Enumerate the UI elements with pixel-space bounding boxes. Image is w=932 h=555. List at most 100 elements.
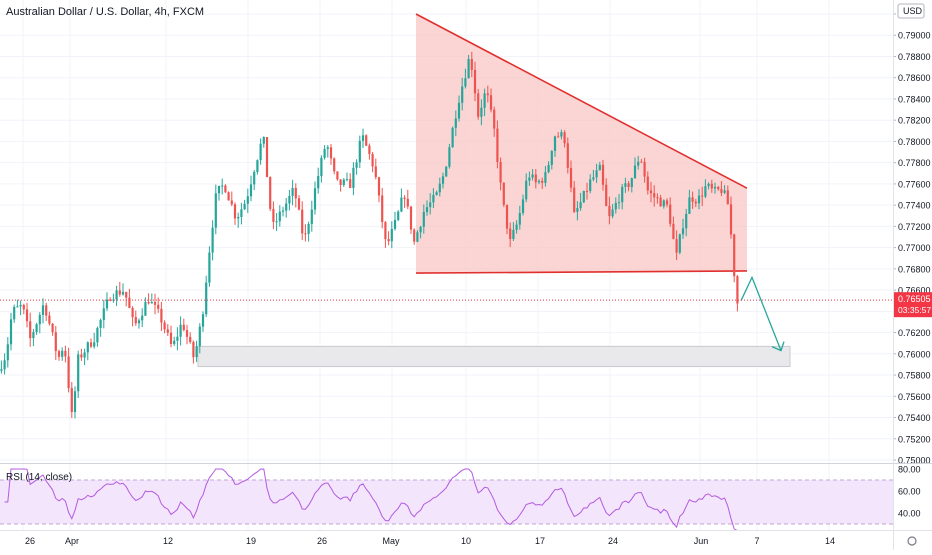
candle-body xyxy=(416,232,419,242)
rsi-tick-label: 80.00 xyxy=(898,465,921,475)
descending-triangle xyxy=(416,14,747,274)
candle-body xyxy=(451,127,454,148)
candle-body xyxy=(710,183,713,189)
pane-separator[interactable] xyxy=(0,463,932,464)
candle-body xyxy=(550,150,553,165)
last-price-badge xyxy=(894,292,932,318)
candle-body xyxy=(189,336,192,342)
candle-body xyxy=(38,314,41,325)
price-tick-label: 0.75000 xyxy=(898,456,931,466)
candle-body xyxy=(230,200,233,205)
triangle-upper-line xyxy=(415,13,748,189)
candle-body xyxy=(201,314,205,327)
candle-body xyxy=(323,148,326,158)
price-tick-label: 0.78400 xyxy=(898,94,931,104)
candle-body xyxy=(64,350,67,357)
candle-body xyxy=(275,221,278,223)
candle-body xyxy=(208,252,211,283)
last-price-label: 0.76505 xyxy=(898,294,931,304)
candle-body xyxy=(681,228,685,235)
candle-body xyxy=(342,179,345,185)
time-tick-label: 24 xyxy=(608,536,618,546)
candle-body xyxy=(333,158,336,172)
candle-body xyxy=(160,308,163,323)
candle-body xyxy=(16,306,19,308)
candle-body xyxy=(387,239,390,242)
candle-body xyxy=(736,276,739,304)
price-tick-label: 0.78800 xyxy=(898,52,931,62)
candle-body xyxy=(489,95,493,110)
candle-body xyxy=(173,340,176,345)
time-tick-label: May xyxy=(382,536,400,546)
candle-body xyxy=(371,154,374,167)
candle-body xyxy=(573,187,576,212)
price-tick-label: 0.79000 xyxy=(898,31,931,41)
candle-body xyxy=(688,197,691,214)
candle-body xyxy=(432,194,435,203)
candle-body xyxy=(505,204,509,229)
candle-body xyxy=(528,177,531,181)
candle-body xyxy=(454,118,457,128)
candle-body xyxy=(262,137,265,144)
candle-body xyxy=(406,198,409,207)
candle-body xyxy=(560,132,563,137)
time-axis-separator xyxy=(0,530,932,531)
candle-body xyxy=(96,327,99,343)
candle-body xyxy=(192,341,195,358)
time-axis: 26 Apr 12 19 26 May 10 17 24 Jun 7 14 xyxy=(25,536,917,546)
candles xyxy=(0,51,739,419)
price-tick-label: 0.76600 xyxy=(898,286,931,296)
candle-body xyxy=(537,180,541,183)
price-axis: 0.79000 0.78800 0.78600 0.78400 0.78200 0.780… xyxy=(893,3,932,466)
candle-body xyxy=(48,315,51,324)
candle-body xyxy=(310,209,313,225)
candle-body xyxy=(694,201,697,204)
candle-body xyxy=(150,302,153,304)
candle-body xyxy=(621,186,624,203)
candle-body xyxy=(163,322,166,330)
candle-body xyxy=(115,290,118,300)
time-tick-label: 7 xyxy=(754,536,759,546)
candle-body xyxy=(541,180,544,183)
candle-body xyxy=(285,203,288,211)
candle-body xyxy=(445,166,448,177)
currency-badge xyxy=(897,3,925,19)
price-tick-label: 0.77800 xyxy=(898,158,931,168)
candle-body xyxy=(217,185,221,194)
candle-body xyxy=(41,305,45,315)
candle-body xyxy=(729,204,733,235)
currency-label: USD xyxy=(903,6,923,16)
candle-body xyxy=(720,189,723,193)
candle-body xyxy=(467,59,470,79)
candle-body xyxy=(45,305,48,316)
candle-body xyxy=(182,324,185,331)
candle-body xyxy=(685,213,688,229)
candle-body xyxy=(301,209,304,234)
candle-body xyxy=(627,183,630,188)
candle-body xyxy=(544,172,547,183)
candle-body xyxy=(317,176,320,189)
candle-body xyxy=(425,207,429,213)
candle-body xyxy=(496,128,499,162)
candle-body xyxy=(233,204,237,219)
candle-body xyxy=(601,164,605,185)
candle-body xyxy=(336,171,339,180)
candle-body xyxy=(413,229,416,242)
candle-body xyxy=(579,202,582,209)
candle-body xyxy=(153,302,157,305)
candle-body xyxy=(22,304,25,310)
candle-body xyxy=(707,183,710,187)
candle-body xyxy=(457,102,461,119)
candle-body xyxy=(141,315,144,321)
price-tick-label: 0.77600 xyxy=(898,179,931,189)
time-tick-label: 10 xyxy=(461,536,471,546)
rsi-pane: 80.00 60.00 40.00 xyxy=(0,465,921,532)
candle-body xyxy=(435,192,438,195)
candle-body xyxy=(358,140,361,163)
candle-body xyxy=(617,202,621,204)
candle-body xyxy=(249,184,253,197)
candle-body xyxy=(166,329,169,333)
candle-body xyxy=(313,188,317,210)
